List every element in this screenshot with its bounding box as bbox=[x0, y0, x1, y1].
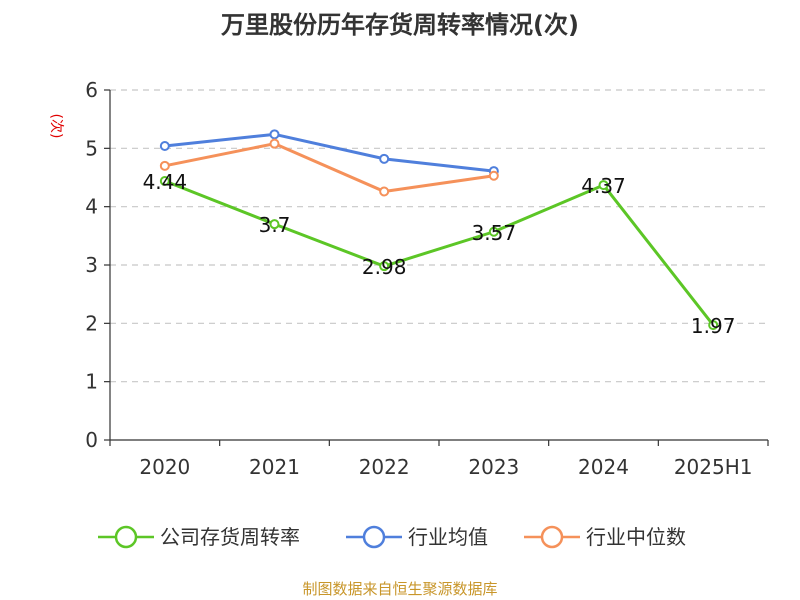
legend-circle-marker bbox=[362, 525, 386, 549]
data-point[interactable] bbox=[379, 186, 390, 197]
data-label: 4.37 bbox=[581, 174, 626, 198]
data-point[interactable] bbox=[379, 261, 390, 272]
legend-label: 行业均值 bbox=[408, 525, 488, 549]
legend-item-0[interactable]: 公司存货周转率 bbox=[98, 525, 300, 549]
data-label: 3.7 bbox=[259, 213, 291, 237]
data-point[interactable] bbox=[598, 180, 609, 191]
data-point[interactable] bbox=[269, 219, 280, 230]
grid-lines bbox=[110, 89, 768, 383]
y-tick-label: 6 bbox=[85, 78, 98, 102]
x-tick-label: 2021 bbox=[249, 455, 300, 479]
legend[interactable]: 公司存货周转率 行业均值 行业中位数 bbox=[98, 525, 686, 549]
legend-circle-marker bbox=[540, 525, 564, 549]
y-tick-label: 3 bbox=[85, 253, 98, 277]
data-point[interactable] bbox=[159, 176, 170, 186]
data-point[interactable] bbox=[708, 320, 719, 331]
data-point[interactable] bbox=[488, 170, 499, 181]
data-point[interactable] bbox=[488, 226, 499, 237]
y-tick-label: 4 bbox=[85, 195, 98, 219]
series-line-2 bbox=[164, 142, 495, 193]
y-tick-label: 1 bbox=[85, 370, 98, 394]
axes: 0 1 2 3 4 5 6 2020 2021 2022 2023 2024 2025H1 bbox=[85, 78, 769, 479]
data-label: 3.57 bbox=[472, 221, 517, 245]
data-point[interactable] bbox=[269, 138, 280, 149]
data-label: 4.44 bbox=[143, 170, 188, 194]
y-tick-label: 5 bbox=[85, 136, 98, 160]
legend-circle-marker bbox=[114, 525, 138, 549]
x-tick-label: 2024 bbox=[578, 455, 629, 479]
x-tick-label: 2022 bbox=[359, 455, 410, 479]
legend-item-2[interactable]: 行业中位数 bbox=[524, 525, 686, 549]
data-point[interactable] bbox=[159, 141, 170, 151]
source-note: 制图数据来自恒生聚源数据库 bbox=[302, 580, 497, 598]
x-tick-label: 2025H1 bbox=[674, 455, 753, 479]
x-tick-label: 2020 bbox=[139, 455, 190, 479]
chart-title: 万里股份历年存货周转率情况(次) bbox=[221, 11, 579, 39]
x-tick-label: 2023 bbox=[468, 455, 519, 479]
series-lines bbox=[159, 129, 719, 331]
y-tick-label: 2 bbox=[85, 311, 98, 335]
y-axis-label: (次) bbox=[48, 114, 64, 139]
series-line-0 bbox=[164, 179, 715, 327]
series-line-1 bbox=[164, 132, 494, 173]
legend-item-1[interactable]: 行业均值 bbox=[346, 525, 488, 549]
data-label: 1.97 bbox=[691, 314, 736, 338]
data-labels: 4.44 3.7 2.98 3.57 4.37 1.97 bbox=[143, 170, 736, 338]
legend-label: 行业中位数 bbox=[586, 525, 686, 549]
data-label: 2.98 bbox=[362, 255, 407, 279]
data-point[interactable] bbox=[269, 129, 280, 140]
y-tick-label: 0 bbox=[85, 428, 98, 452]
data-point[interactable] bbox=[379, 153, 390, 164]
legend-label: 公司存货周转率 bbox=[160, 525, 300, 549]
data-point[interactable] bbox=[159, 160, 170, 171]
